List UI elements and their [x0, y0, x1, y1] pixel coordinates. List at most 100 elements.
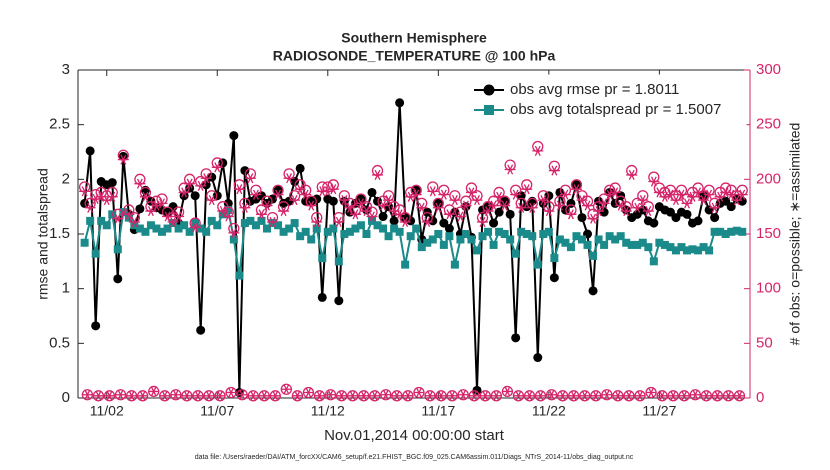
assimilated-marker: [435, 390, 447, 401]
spread-marker: [146, 221, 155, 230]
x-tick-label: 11/02: [90, 403, 124, 419]
spread-marker: [434, 230, 443, 238]
spread-marker: [102, 221, 111, 230]
assimilated-marker: [576, 195, 588, 206]
assimilated-marker: [347, 390, 359, 401]
spread-marker: [461, 230, 470, 238]
spread-marker: [185, 227, 194, 236]
spread-marker: [158, 227, 166, 236]
spread-marker: [517, 227, 526, 236]
assimilated-marker: [587, 213, 599, 224]
assimilated-marker: [336, 390, 348, 401]
rmse-marker: [168, 202, 178, 212]
assimilated-marker: [670, 195, 682, 206]
assimilated-marker: [722, 390, 734, 401]
spread-marker: [705, 246, 714, 255]
assimilated-marker: [626, 169, 638, 181]
spread-marker: [716, 227, 725, 236]
assimilated-marker: [457, 389, 469, 400]
assimilated-marker: [360, 205, 372, 217]
spread-marker: [152, 224, 161, 233]
assimilated-marker: [126, 390, 138, 401]
spread-marker: [566, 243, 575, 252]
assimilated-marker: [604, 189, 616, 200]
assimilated-marker: [327, 184, 339, 195]
spread-marker: [600, 240, 609, 249]
spread-marker: [495, 227, 504, 236]
assimilated-marker: [195, 180, 207, 191]
chart-subtitle: RADIOSONDE_TEMPERATURE @ 100 hPa: [273, 48, 556, 64]
spread-marker: [721, 230, 730, 238]
y2-tick-label: 0: [756, 389, 764, 406]
assimilated-marker: [432, 202, 444, 213]
spread-marker: [671, 246, 680, 255]
assimilated-marker: [255, 209, 267, 220]
spread-marker: [180, 221, 189, 230]
x-tick-label: 11/07: [200, 403, 234, 419]
spread-marker: [362, 230, 371, 238]
assimilated-marker: [289, 195, 301, 206]
spread-marker: [263, 224, 271, 233]
assimilated-marker: [214, 390, 226, 401]
rmse-marker: [439, 218, 449, 228]
spread-marker: [633, 240, 642, 249]
assimilated-marker: [681, 198, 693, 209]
rmse-marker: [671, 213, 681, 223]
spread-marker: [699, 243, 708, 252]
y2-tick-label: 100: [756, 280, 781, 297]
assimilated-marker: [720, 187, 732, 198]
assimilated-marker: [479, 390, 491, 401]
rmse-marker: [500, 196, 510, 206]
spread-marker: [638, 238, 647, 247]
spread-marker: [561, 238, 570, 247]
assimilated-marker: [134, 178, 146, 189]
assimilated-marker: [258, 390, 270, 401]
rmse-marker: [649, 218, 659, 228]
spread-marker: [406, 232, 415, 241]
assimilated-marker: [294, 184, 306, 195]
x-tick-label: 11/17: [421, 403, 455, 419]
assimilated-marker: [314, 390, 325, 401]
assimilated-marker: [421, 216, 433, 228]
assimilated-marker: [645, 387, 657, 398]
assimilated-marker: [675, 189, 687, 200]
spread-marker: [627, 240, 636, 249]
assimilated-marker: [178, 187, 190, 198]
spread-marker: [130, 221, 139, 230]
rmse-marker: [505, 209, 515, 219]
spread-marker: [290, 219, 299, 228]
spread-marker: [578, 235, 586, 244]
spread-marker: [251, 221, 260, 230]
rmse-marker: [179, 191, 189, 201]
spread-marker: [218, 210, 227, 219]
assimilated-marker: [139, 191, 151, 202]
rmse-marker: [295, 163, 305, 173]
assimilated-marker: [203, 390, 215, 401]
assimilated-marker: [225, 387, 237, 398]
assimilated-marker: [369, 390, 381, 401]
rmse-marker: [710, 213, 720, 223]
spread-marker: [224, 205, 233, 214]
y2-tick-label: 250: [756, 116, 781, 133]
spread-marker: [163, 224, 172, 233]
spread-marker: [732, 226, 741, 235]
assimilated-marker: [454, 211, 466, 222]
rmse-marker: [538, 198, 548, 208]
spread-marker: [655, 238, 664, 247]
assimilated-marker: [543, 205, 555, 217]
spread-marker: [583, 240, 592, 249]
assimilated-marker: [678, 390, 690, 401]
assimilated-marker: [148, 386, 160, 397]
spread-marker: [616, 232, 625, 241]
legend-box: [467, 74, 747, 126]
spread-marker: [334, 257, 343, 266]
spread-marker: [91, 249, 100, 258]
rmse-marker: [721, 196, 731, 206]
assimilated-marker: [703, 189, 715, 200]
rmse-marker: [395, 98, 405, 108]
assimilated-marker: [84, 202, 96, 213]
rmse-marker: [433, 198, 443, 208]
spread-marker: [235, 271, 244, 280]
assimilated-marker: [300, 189, 312, 200]
y-tick-label: 0.5: [49, 334, 70, 351]
